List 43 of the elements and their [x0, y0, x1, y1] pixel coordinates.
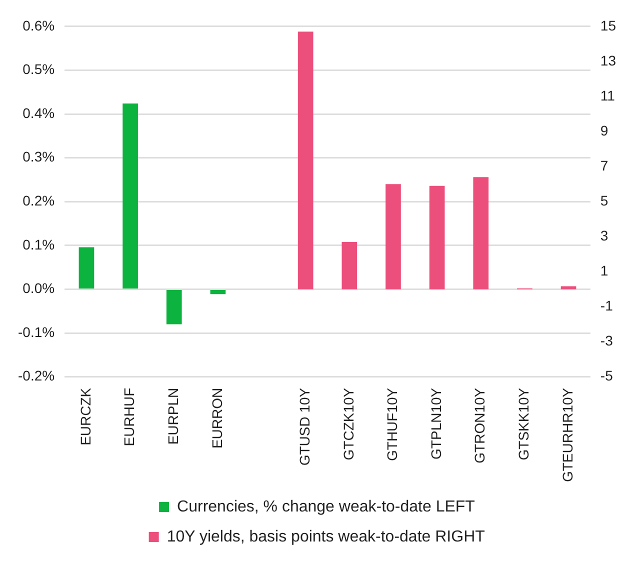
- x-tick-label: GTUSD 10Y: [296, 387, 312, 466]
- y-tick-label: 0.2%: [22, 192, 55, 208]
- x-tick-label: EURPLN: [164, 388, 181, 445]
- x-tick-label: GTRON10Y: [472, 387, 488, 464]
- y2-tick-label: 15: [600, 17, 616, 34]
- bar: [386, 184, 401, 290]
- y-tick-label: 0.3%: [22, 148, 55, 165]
- bar: [122, 104, 138, 288]
- bar: [166, 290, 182, 324]
- y-tick-label: 0.6%: [22, 17, 55, 34]
- x-tick-label: EURCZK: [77, 387, 94, 446]
- y2-tick-label: 13: [600, 52, 616, 68]
- legend-label: Currencies, % change weak-to-date LEFT: [177, 498, 476, 516]
- y-tick-label: 0.0%: [22, 280, 55, 296]
- y2-tick-label: 5: [600, 192, 608, 208]
- x-tick-label: GTPLN10Y: [428, 387, 444, 460]
- y2-tick-label: 9: [600, 122, 608, 138]
- legend-label: 10Y yields, basis points weak-to-date RIGHT: [166, 528, 486, 546]
- x-tick-label: GTCZK10Y: [340, 387, 356, 460]
- y2-tick-label: -1: [600, 298, 614, 314]
- y2-tick-label: 11: [600, 87, 616, 104]
- bar: [473, 177, 489, 290]
- bar: [560, 286, 576, 290]
- y2-tick-label: 3: [600, 228, 608, 244]
- y2-tick-label: -3: [600, 332, 614, 349]
- bar: [78, 247, 94, 288]
- bar: [429, 186, 445, 290]
- x-tick-label: GTHUF10Y: [384, 387, 400, 461]
- y-tick-label: -0.1%: [18, 324, 55, 340]
- x-tick-label: EURRON: [208, 388, 225, 449]
- y2-tick-label: 7: [600, 157, 608, 174]
- bar: [210, 290, 226, 294]
- y-tick-label: 0.5%: [22, 61, 55, 78]
- y2-tick-label: 1: [600, 262, 608, 279]
- x-tick-label: EURHUF: [121, 388, 138, 446]
- y-tick-label: -0.2%: [18, 368, 55, 384]
- y-tick-label: 0.4%: [22, 104, 55, 121]
- y-tick-label: 0.1%: [22, 236, 55, 252]
- x-tick-label: GTEURHR10Y: [559, 387, 576, 482]
- bar: [342, 242, 358, 290]
- y2-tick-label: -5: [600, 368, 614, 384]
- bar: [298, 32, 314, 290]
- x-tick-label: GTSKK10Y: [516, 387, 532, 460]
